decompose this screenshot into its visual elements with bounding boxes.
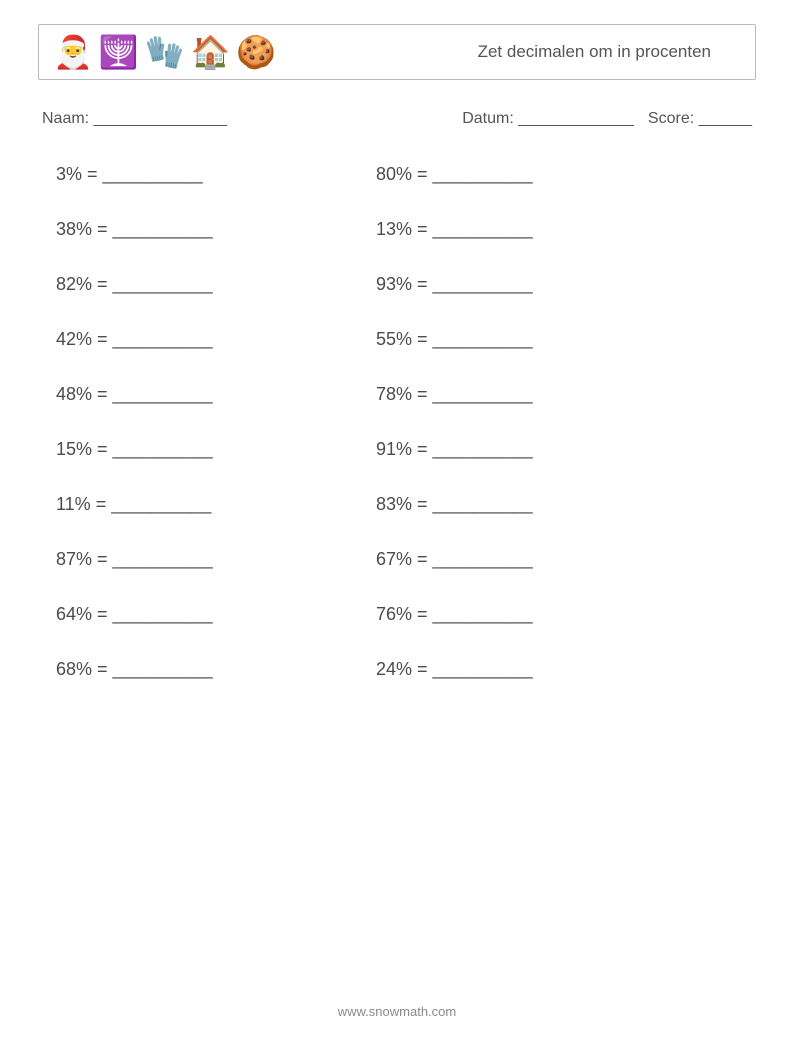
problem-blank: __________ xyxy=(103,164,203,184)
problem-left: 38% = __________ xyxy=(56,219,376,240)
header-icons: 🎅 🕎 🧤 🏠 🍪 xyxy=(53,36,276,68)
problem-value: 3% xyxy=(56,164,82,184)
problem-left: 87% = __________ xyxy=(56,549,376,570)
problem-blank: __________ xyxy=(113,219,213,239)
problem-left: 15% = __________ xyxy=(56,439,376,460)
problem-value: 67% xyxy=(376,549,412,569)
mitten-icon: 🧤 xyxy=(145,36,185,68)
problem-blank: __________ xyxy=(433,439,533,459)
problem-blank: __________ xyxy=(113,439,213,459)
problem-left: 11% = __________ xyxy=(56,494,376,515)
problem-blank: __________ xyxy=(113,659,213,679)
problem-left: 3% = __________ xyxy=(56,164,376,185)
problem-blank: __________ xyxy=(433,384,533,404)
problem-left: 42% = __________ xyxy=(56,329,376,350)
problem-left: 82% = __________ xyxy=(56,274,376,295)
problem-value: 24% xyxy=(376,659,412,679)
house-icon: 🏠 xyxy=(191,36,231,68)
problem-right: 67% = __________ xyxy=(376,549,696,570)
problem-value: 91% xyxy=(376,439,412,459)
problem-value: 76% xyxy=(376,604,412,624)
problem-right: 91% = __________ xyxy=(376,439,696,460)
problem-left: 68% = __________ xyxy=(56,659,376,680)
date-field: Datum: _____________ xyxy=(462,110,634,128)
score-field: Score: ______ xyxy=(648,110,752,128)
problem-value: 87% xyxy=(56,549,92,569)
problem-right: 13% = __________ xyxy=(376,219,696,240)
problem-left: 64% = __________ xyxy=(56,604,376,625)
problem-right: 93% = __________ xyxy=(376,274,696,295)
cookie-icon: 🍪 xyxy=(236,36,276,68)
problem-blank: __________ xyxy=(113,384,213,404)
worksheet-title: Zet decimalen om in procenten xyxy=(478,42,741,62)
problem-value: 83% xyxy=(376,494,412,514)
problem-right: 80% = __________ xyxy=(376,164,696,185)
menorah-icon: 🕎 xyxy=(99,36,139,68)
problem-value: 11% xyxy=(56,494,91,514)
problem-right: 76% = __________ xyxy=(376,604,696,625)
problem-blank: __________ xyxy=(433,274,533,294)
problem-value: 55% xyxy=(376,329,412,349)
santa-icon: 🎅 xyxy=(53,36,93,68)
name-field: Naam: _______________ xyxy=(42,110,227,128)
problem-blank: __________ xyxy=(113,274,213,294)
problem-blank: __________ xyxy=(113,604,213,624)
problem-left: 48% = __________ xyxy=(56,384,376,405)
problem-blank: __________ xyxy=(433,219,533,239)
problem-value: 15% xyxy=(56,439,92,459)
problem-value: 42% xyxy=(56,329,92,349)
problem-right: 55% = __________ xyxy=(376,329,696,350)
problem-blank: __________ xyxy=(433,549,533,569)
problem-blank: __________ xyxy=(113,549,213,569)
problem-value: 93% xyxy=(376,274,412,294)
problems-grid: 3% = __________ 80% = __________ 38% = _… xyxy=(38,164,756,680)
worksheet-page: 🎅 🕎 🧤 🏠 🍪 Zet decimalen om in procenten … xyxy=(0,0,794,1053)
problem-blank: __________ xyxy=(433,164,533,184)
problem-blank: __________ xyxy=(433,494,533,514)
problem-blank: __________ xyxy=(111,494,211,514)
problem-right: 78% = __________ xyxy=(376,384,696,405)
problem-value: 80% xyxy=(376,164,412,184)
footer-url: www.snowmath.com xyxy=(0,1004,794,1019)
problem-value: 13% xyxy=(376,219,412,239)
problem-value: 68% xyxy=(56,659,92,679)
problem-right: 24% = __________ xyxy=(376,659,696,680)
problem-blank: __________ xyxy=(433,659,533,679)
problem-blank: __________ xyxy=(113,329,213,349)
problem-value: 82% xyxy=(56,274,92,294)
problem-value: 64% xyxy=(56,604,92,624)
meta-row: Naam: _______________ Datum: ___________… xyxy=(38,110,756,128)
problem-blank: __________ xyxy=(433,604,533,624)
problem-right: 83% = __________ xyxy=(376,494,696,515)
meta-right: Datum: _____________ Score: ______ xyxy=(462,110,752,128)
header-box: 🎅 🕎 🧤 🏠 🍪 Zet decimalen om in procenten xyxy=(38,24,756,80)
problem-value: 38% xyxy=(56,219,92,239)
problem-value: 48% xyxy=(56,384,92,404)
problem-value: 78% xyxy=(376,384,412,404)
problem-blank: __________ xyxy=(433,329,533,349)
